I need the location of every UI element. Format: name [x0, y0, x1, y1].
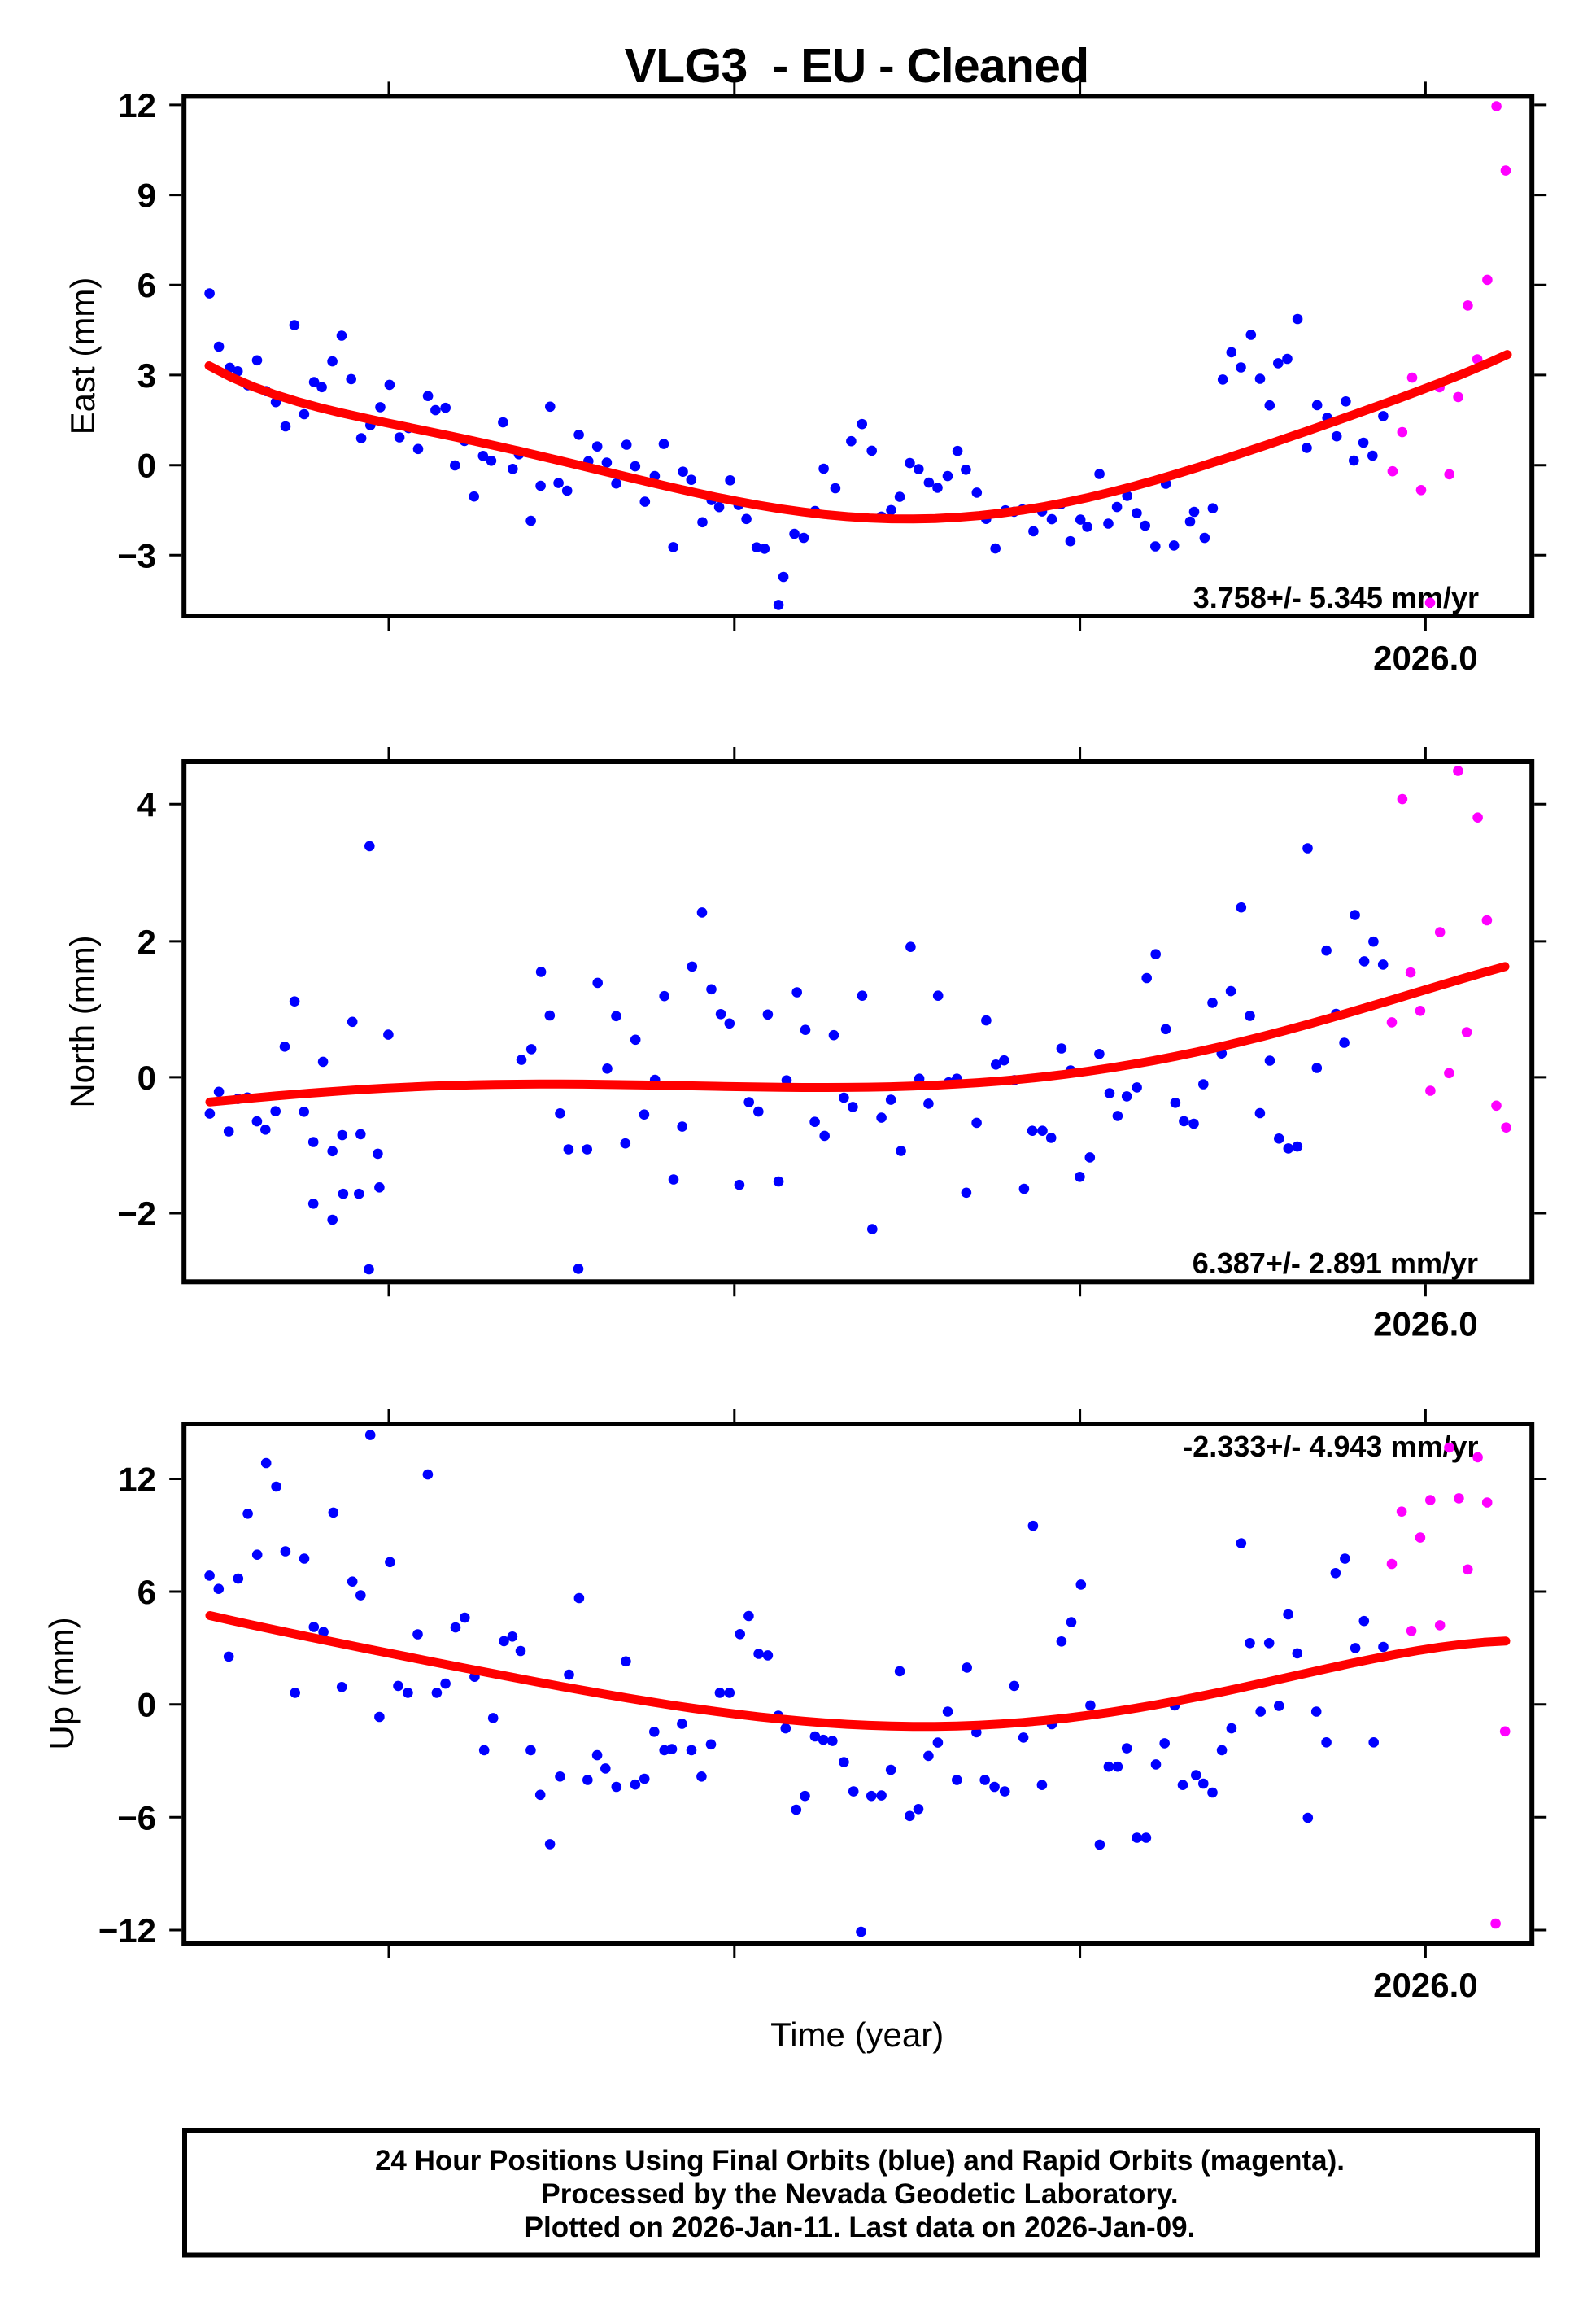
- svg-text:0: 0: [137, 447, 156, 485]
- svg-text:North (mm): North (mm): [63, 935, 102, 1107]
- svg-text:6.387+/- 2.891 mm/yr: 6.387+/- 2.891 mm/yr: [1193, 1247, 1478, 1280]
- svg-text:9: 9: [137, 177, 156, 215]
- svg-text:VLG3 - EU - Cleaned: VLG3 - EU - Cleaned: [625, 39, 1089, 93]
- svg-text:24 Hour Positions Using Final: 24 Hour Positions Using Final Orbits (bl…: [375, 2145, 1345, 2177]
- svg-text:East (mm): East (mm): [63, 277, 102, 435]
- svg-text:2026.0: 2026.0: [1373, 639, 1477, 677]
- svg-text:Up (mm): Up (mm): [42, 1617, 81, 1749]
- svg-text:Plotted on 2026-Jan-11. Last d: Plotted on 2026-Jan-11. Last data on 202…: [525, 2212, 1196, 2243]
- svg-text:12: 12: [118, 86, 156, 124]
- svg-text:6: 6: [137, 1573, 156, 1611]
- svg-text:-2.333+/- 4.943 mm/yr: -2.333+/- 4.943 mm/yr: [1183, 1430, 1478, 1463]
- svg-text:2026.0: 2026.0: [1373, 1304, 1477, 1343]
- svg-text:12: 12: [118, 1461, 156, 1499]
- svg-text:Processed by the Nevada Geodet: Processed by the Nevada Geodetic Laborat…: [541, 2178, 1178, 2210]
- svg-text:−2: −2: [117, 1194, 156, 1233]
- svg-text:Time (year): Time (year): [770, 2016, 944, 2054]
- svg-text:−6: −6: [117, 1798, 156, 1837]
- svg-text:4: 4: [137, 785, 157, 823]
- svg-text:3.758+/- 5.345 mm/yr: 3.758+/- 5.345 mm/yr: [1193, 581, 1479, 614]
- svg-text:3: 3: [137, 356, 156, 395]
- svg-text:6: 6: [137, 266, 156, 304]
- svg-text:−12: −12: [98, 1911, 156, 1950]
- svg-text:2: 2: [137, 923, 156, 961]
- svg-text:0: 0: [137, 1059, 156, 1097]
- svg-text:0: 0: [137, 1686, 156, 1724]
- svg-text:−3: −3: [117, 536, 156, 574]
- svg-text:2026.0: 2026.0: [1373, 1966, 1477, 2004]
